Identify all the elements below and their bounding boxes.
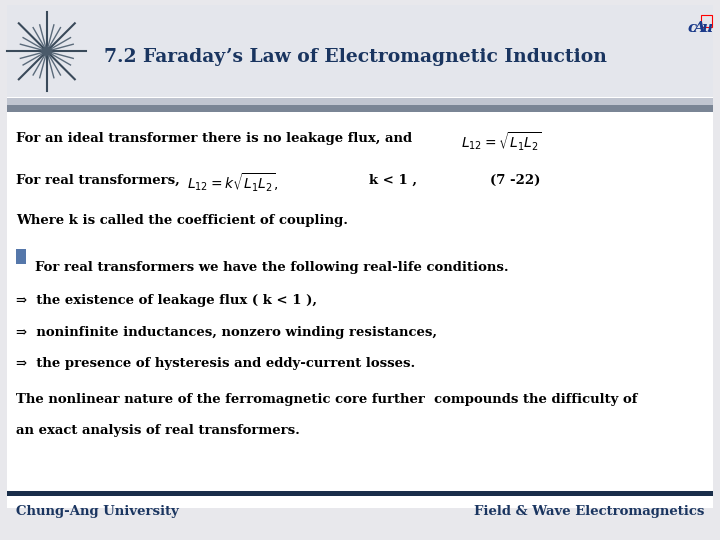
- Text: $L_{12} = \sqrt{L_1 L_2}$: $L_{12} = \sqrt{L_1 L_2}$: [461, 130, 541, 153]
- Text: an exact analysis of real transformers.: an exact analysis of real transformers.: [16, 424, 300, 437]
- Text: Field & Wave Electromagnetics: Field & Wave Electromagnetics: [474, 505, 704, 518]
- Bar: [701, 15, 712, 27]
- Text: ⇒  the existence of leakage flux ( k < 1 ),: ⇒ the existence of leakage flux ( k < 1 …: [16, 294, 317, 307]
- Text: For real transformers we have the following real-life conditions.: For real transformers we have the follow…: [35, 261, 508, 274]
- Bar: [7, 98, 713, 105]
- Text: c: c: [688, 21, 697, 35]
- Text: The nonlinear nature of the ferromagnetic core further  compounds the difficulty: The nonlinear nature of the ferromagneti…: [16, 393, 637, 406]
- Text: For real transformers,: For real transformers,: [16, 174, 179, 187]
- Text: Chung-Ang University: Chung-Ang University: [16, 505, 179, 518]
- Text: 7.2 Faraday’s Law of Electromagnetic Induction: 7.2 Faraday’s Law of Electromagnetic Ind…: [104, 48, 607, 66]
- Bar: [16, 249, 26, 264]
- Bar: [7, 491, 713, 496]
- Text: ⇒  noninfinite inductances, nonzero winding resistances,: ⇒ noninfinite inductances, nonzero windi…: [16, 326, 437, 339]
- Text: For an ideal transformer there is no leakage flux, and: For an ideal transformer there is no lea…: [16, 132, 412, 145]
- Text: k < 1 ,: k < 1 ,: [369, 174, 417, 187]
- Text: $L_{12} = k\sqrt{L_1 L_2},$: $L_{12} = k\sqrt{L_1 L_2},$: [187, 172, 279, 194]
- Bar: [7, 105, 713, 112]
- Circle shape: [42, 48, 52, 55]
- Bar: [7, 5, 713, 97]
- Text: u: u: [701, 21, 711, 35]
- Text: Where k is called the coefficient of coupling.: Where k is called the coefficient of cou…: [16, 214, 348, 227]
- Text: (7 -22): (7 -22): [490, 174, 540, 187]
- Text: A: A: [693, 21, 705, 35]
- Text: ⇒  the presence of hysteresis and eddy-current losses.: ⇒ the presence of hysteresis and eddy-cu…: [16, 357, 415, 370]
